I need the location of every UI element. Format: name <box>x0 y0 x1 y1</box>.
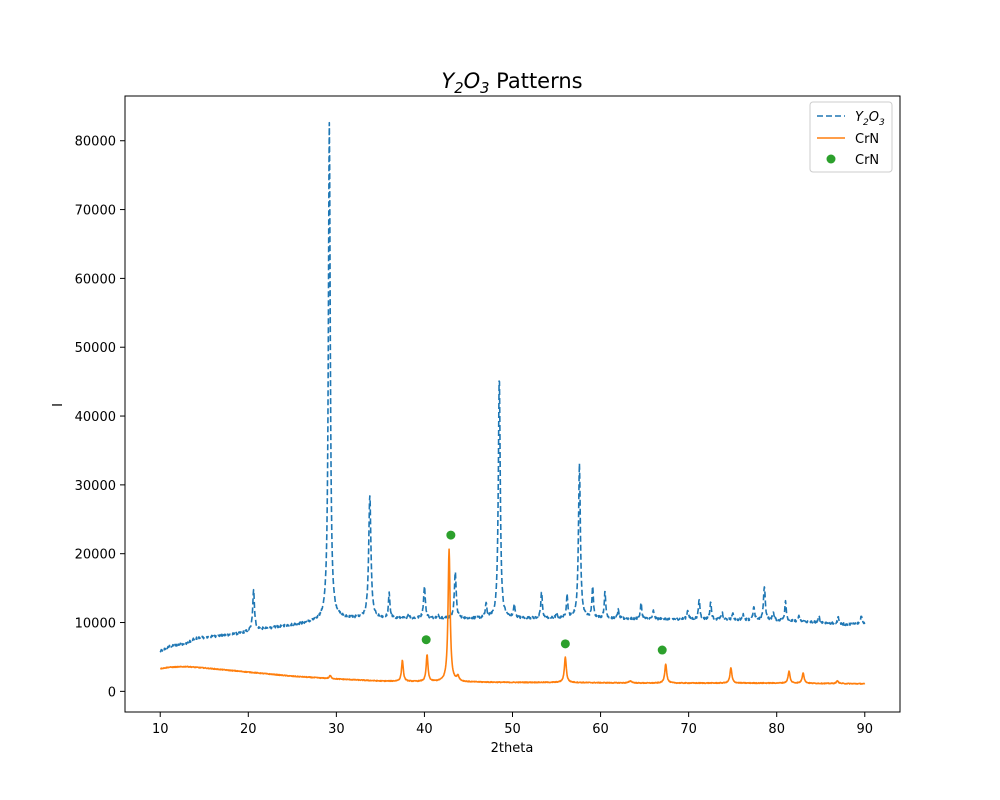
y-axis: 0 10000 20000 30000 40000 50000 60000 70000 8000… <box>75 135 125 700</box>
y-tick-label: 60000 <box>75 272 116 287</box>
crn-marker-point <box>560 639 570 649</box>
x-tick-label: 40 <box>416 722 433 737</box>
series-layer <box>159 121 866 685</box>
y-tick-label: 40000 <box>75 410 116 425</box>
y-tick-label: 80000 <box>75 135 116 150</box>
x-tick-label: 80 <box>768 722 785 737</box>
series-line-y2o3 <box>159 121 866 653</box>
y-tick-label: 10000 <box>75 617 116 632</box>
x-tick-label: 90 <box>856 722 873 737</box>
x-axis: 10 20 30 40 50 60 70 80 90 <box>152 712 873 737</box>
x-tick-label: 60 <box>592 722 609 737</box>
x-tick-label: 30 <box>328 722 345 737</box>
marker-layer <box>421 530 667 655</box>
legend-label-crn-marker: CrN <box>855 153 879 168</box>
x-tick-label: 20 <box>240 722 257 737</box>
y-tick-label: 30000 <box>75 479 116 494</box>
crn-marker-point <box>657 645 667 655</box>
x-tick-label: 10 <box>152 722 169 737</box>
y-tick-label: 70000 <box>75 204 116 219</box>
legend-swatch-crn-marker <box>826 154 836 164</box>
y-tick-label: 20000 <box>75 548 116 563</box>
legend: Y2O3 CrN CrN <box>809 101 893 173</box>
crn-marker-point <box>446 530 456 540</box>
legend-label-y2o3: Y2O3 <box>855 110 885 128</box>
x-tick-label: 70 <box>680 722 697 737</box>
y-tick-label: 0 <box>108 685 116 700</box>
x-axis-label: 2theta <box>491 741 534 756</box>
chart-title: Y2O3 Patterns <box>441 69 582 97</box>
x-tick-label: 50 <box>504 722 521 737</box>
y-tick-label: 50000 <box>75 341 116 356</box>
legend-frame <box>809 101 893 173</box>
series-line-crn <box>159 548 866 685</box>
legend-label-crn-line: CrN <box>855 132 879 147</box>
y-axis-label: I <box>51 403 66 407</box>
crn-marker-point <box>421 635 431 645</box>
